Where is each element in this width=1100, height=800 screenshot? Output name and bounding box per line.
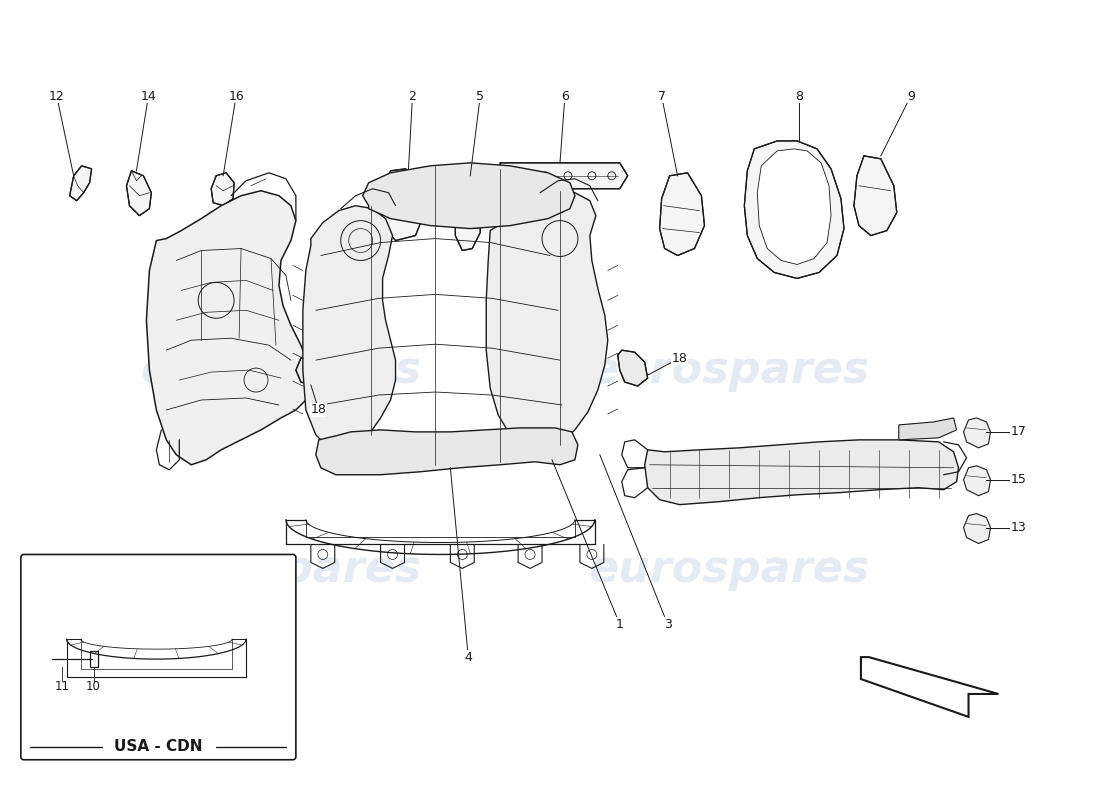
Text: 1: 1: [616, 618, 624, 630]
Text: 13: 13: [1011, 521, 1026, 534]
Polygon shape: [757, 149, 830, 265]
Text: USA - CDN: USA - CDN: [114, 739, 202, 754]
Text: eurospares: eurospares: [141, 548, 421, 591]
Polygon shape: [381, 169, 426, 241]
Polygon shape: [126, 170, 152, 216]
Polygon shape: [69, 166, 91, 201]
Polygon shape: [486, 190, 608, 452]
Polygon shape: [660, 173, 704, 255]
Polygon shape: [618, 350, 648, 386]
Polygon shape: [455, 173, 481, 250]
Polygon shape: [363, 163, 575, 229]
Polygon shape: [964, 514, 990, 543]
Polygon shape: [211, 173, 234, 206]
Text: 3: 3: [663, 618, 671, 630]
Text: eurospares: eurospares: [141, 349, 421, 392]
Text: eurospares: eurospares: [588, 349, 870, 392]
Polygon shape: [645, 440, 958, 505]
Polygon shape: [316, 428, 578, 474]
Polygon shape: [861, 657, 999, 717]
Text: 6: 6: [561, 90, 569, 102]
Text: eurospares: eurospares: [588, 548, 870, 591]
Polygon shape: [745, 141, 844, 278]
Text: 5: 5: [476, 90, 484, 102]
Text: 12: 12: [48, 90, 65, 102]
Polygon shape: [146, 190, 311, 465]
Text: 18: 18: [311, 403, 327, 417]
Polygon shape: [500, 163, 628, 189]
Text: 4: 4: [464, 650, 472, 664]
Text: 7: 7: [658, 90, 666, 102]
Polygon shape: [964, 418, 990, 448]
Text: 8: 8: [795, 90, 803, 102]
Text: 9: 9: [906, 90, 915, 102]
Polygon shape: [899, 418, 957, 440]
Text: 15: 15: [1011, 474, 1026, 486]
Text: 10: 10: [86, 681, 101, 694]
Polygon shape: [302, 206, 396, 452]
Text: 2: 2: [408, 90, 417, 102]
Polygon shape: [296, 358, 321, 385]
FancyBboxPatch shape: [21, 554, 296, 760]
Polygon shape: [964, 466, 990, 496]
Text: 14: 14: [141, 90, 156, 102]
Polygon shape: [854, 156, 896, 235]
Text: 16: 16: [228, 90, 244, 102]
Text: 17: 17: [1011, 426, 1026, 438]
Text: 11: 11: [54, 681, 69, 694]
Text: 18: 18: [672, 352, 688, 365]
